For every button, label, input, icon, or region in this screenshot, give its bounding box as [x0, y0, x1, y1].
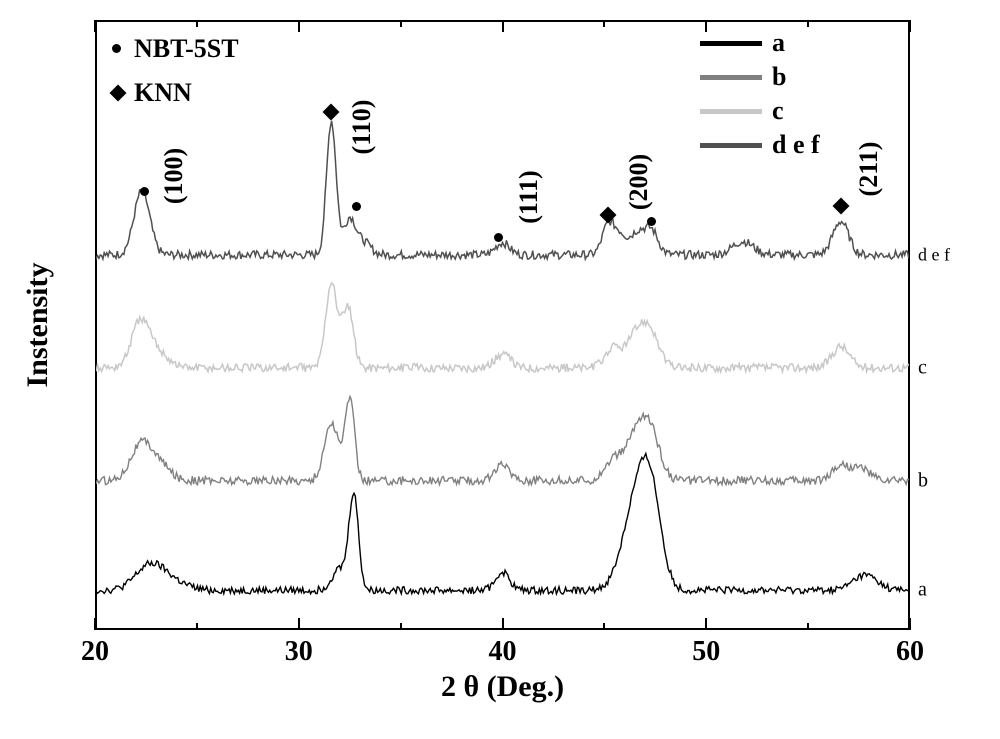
x-tick-label: 60: [896, 636, 924, 668]
x-major-tick: [909, 618, 911, 630]
trace-label-c: c: [918, 356, 927, 379]
trace-c: [95, 283, 910, 372]
x-major-tick: [502, 618, 504, 630]
marker-dot: [140, 187, 149, 196]
legend-label-a: a: [772, 28, 785, 58]
x-major-tick-top: [94, 20, 96, 32]
legend-label-def: d e f: [772, 130, 820, 160]
x-major-tick-top: [502, 20, 504, 32]
trace-label-def: d e f: [918, 244, 950, 265]
x-tick-label: 50: [692, 636, 720, 668]
legend-swatch-b: [700, 75, 762, 80]
legend-label-b: b: [772, 62, 786, 92]
miller-111: (111): [514, 170, 544, 223]
x-minor-tick: [603, 623, 605, 630]
marker-dot: [352, 202, 361, 211]
x-major-tick-top: [705, 20, 707, 32]
x-minor-tick-top: [400, 20, 402, 27]
x-minor-tick-top: [807, 20, 809, 27]
marker-dot: [494, 233, 503, 242]
x-major-tick-top: [298, 20, 300, 32]
legend-swatch-a: [700, 41, 762, 46]
x-minor-tick: [400, 623, 402, 630]
trace-a: [95, 454, 910, 595]
miller-100: (100): [159, 147, 189, 203]
x-tick-label: 40: [489, 636, 517, 668]
y-axis-label: Instensity: [21, 262, 55, 387]
miller-110: (110): [347, 99, 377, 154]
x-tick-label: 20: [81, 636, 109, 668]
trace-label-a: a: [918, 579, 927, 602]
x-axis-label: 2 θ (Deg.): [441, 670, 564, 704]
x-minor-tick-top: [196, 20, 198, 27]
x-minor-tick: [807, 623, 809, 630]
legend-swatch-c: [700, 109, 762, 114]
x-major-tick-top: [909, 20, 911, 32]
phase-label-NBT-5ST: NBT-5ST: [134, 34, 239, 64]
legend-swatch-def: [700, 143, 762, 148]
phase-label-KNN: KNN: [134, 78, 192, 108]
x-major-tick: [298, 618, 300, 630]
trace-b: [95, 397, 910, 485]
x-tick-label: 30: [285, 636, 313, 668]
trace-label-b: b: [918, 469, 928, 492]
x-major-tick: [705, 618, 707, 630]
xrd-traces-svg: [0, 0, 1000, 739]
miller-200: (200): [624, 153, 654, 209]
legend-label-c: c: [772, 96, 784, 126]
x-minor-tick: [196, 623, 198, 630]
x-major-tick: [94, 618, 96, 630]
miller-211: (211): [854, 142, 884, 197]
x-minor-tick-top: [603, 20, 605, 27]
